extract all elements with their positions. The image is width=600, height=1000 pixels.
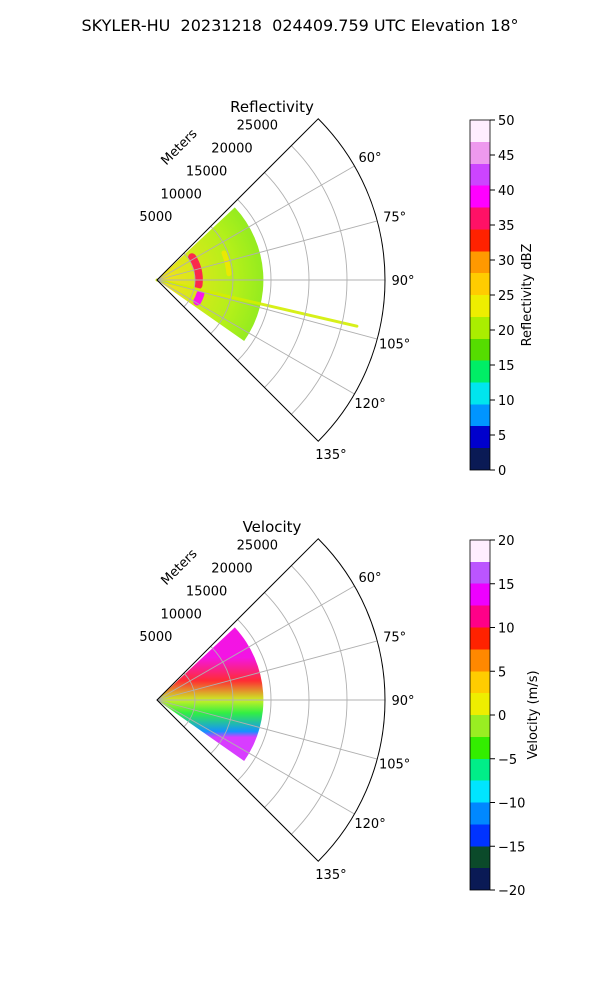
colorbar-tick-label: 5	[498, 429, 506, 444]
velocity-grid	[156, 538, 386, 862]
azimuth-tick-label: 75°	[383, 630, 406, 645]
azimuth-spoke	[156, 699, 378, 760]
colorbar-tick-label: 50	[498, 114, 515, 129]
range-tick-label: 10000	[161, 187, 202, 202]
velocity-echo-area	[157, 627, 264, 762]
range-tick-label: 10000	[161, 607, 202, 622]
azimuth-tick-label: 135°	[315, 448, 346, 463]
range-tick-label: 25000	[237, 119, 278, 134]
range-tick-label: 25000	[237, 539, 278, 554]
reflectivity-field	[155, 207, 359, 342]
reflectivity-band-1	[221, 250, 232, 277]
colorbar-tick-label: 15	[498, 578, 515, 593]
polar-frame	[156, 538, 386, 862]
azimuth-spoke	[156, 165, 355, 281]
velocity-colorbar	[469, 539, 491, 891]
azimuth-spoke	[156, 585, 355, 701]
colorbar-tick-label: 20	[498, 534, 515, 549]
azimuth-tick-label: 105°	[379, 338, 410, 353]
reflectivity-band-3	[155, 278, 359, 328]
colorbar-tick-label: 45	[498, 149, 515, 164]
polar-frame	[156, 118, 386, 442]
velocity-colorbar-label: Velocity (m/s)	[526, 670, 541, 759]
colorbar-tick-label: 0	[498, 464, 506, 479]
colorbar-tick-label: −5	[498, 753, 517, 768]
azimuth-tick-label: 90°	[391, 274, 414, 289]
colorbar-tick-label: −15	[498, 840, 525, 855]
azimuth-spoke	[156, 220, 378, 281]
figure-title: SKYLER-HU 20231218 024409.759 UTC Elevat…	[81, 16, 519, 35]
colorbar-tick-label: −10	[498, 797, 525, 812]
azimuth-tick-label: 120°	[354, 397, 385, 412]
azimuth-tick-label: 120°	[354, 817, 385, 832]
azimuth-tick-label: 60°	[359, 571, 382, 586]
colorbar-tick-label: 35	[498, 219, 515, 234]
reflectivity-panel: Reflectivity 60° 75° 90° 105° 120° 135° 5000 10…	[139, 98, 535, 479]
reflectivity-band-0	[188, 253, 203, 290]
colorbar-tick-label: 40	[498, 184, 515, 199]
reflectivity-echo-area	[157, 207, 264, 342]
velocity-range-label: Meters	[159, 546, 201, 588]
azimuth-spoke	[156, 279, 378, 340]
range-tick-label: 15000	[186, 584, 227, 599]
colorbar-tick-label: 0	[498, 709, 506, 724]
velocity-title: Velocity	[243, 518, 302, 536]
colorbar-tick-label: 30	[498, 254, 515, 269]
azimuth-tick-label: 90°	[391, 694, 414, 709]
reflectivity-band-2	[193, 290, 205, 306]
colorbar-tick-label: 20	[498, 324, 515, 339]
velocity-field	[157, 627, 264, 762]
range-tick-label: 20000	[211, 142, 252, 157]
colorbar-tick-label: 10	[498, 394, 515, 409]
azimuth-spoke	[156, 279, 355, 395]
reflectivity-title: Reflectivity	[230, 98, 314, 116]
colorbar-tick-label: 5	[498, 665, 506, 680]
colorbar-tick-label: 25	[498, 289, 515, 304]
colorbar-tick-label: 10	[498, 622, 515, 637]
range-tick-label: 20000	[211, 562, 252, 577]
range-tick-label: 5000	[139, 210, 172, 225]
range-tick-label: 5000	[139, 630, 172, 645]
reflectivity-grid	[156, 118, 386, 442]
colorbar-tick-label: −20	[498, 884, 525, 899]
reflectivity-colorbar-label: Reflectivity dBZ	[520, 244, 535, 347]
azimuth-tick-label: 135°	[315, 868, 346, 883]
azimuth-tick-label: 105°	[379, 758, 410, 773]
azimuth-spoke	[156, 640, 378, 701]
reflectivity-colorbar	[469, 119, 491, 471]
reflectivity-range-label: Meters	[159, 126, 201, 168]
range-tick-label: 15000	[186, 164, 227, 179]
azimuth-tick-label: 75°	[383, 210, 406, 225]
colorbar-tick-label: 15	[498, 359, 515, 374]
azimuth-tick-label: 60°	[359, 151, 382, 166]
velocity-panel: Velocity 60° 75° 90° 105° 120° 135° 5000 10000 1…	[139, 518, 541, 899]
azimuth-spoke	[156, 699, 355, 815]
